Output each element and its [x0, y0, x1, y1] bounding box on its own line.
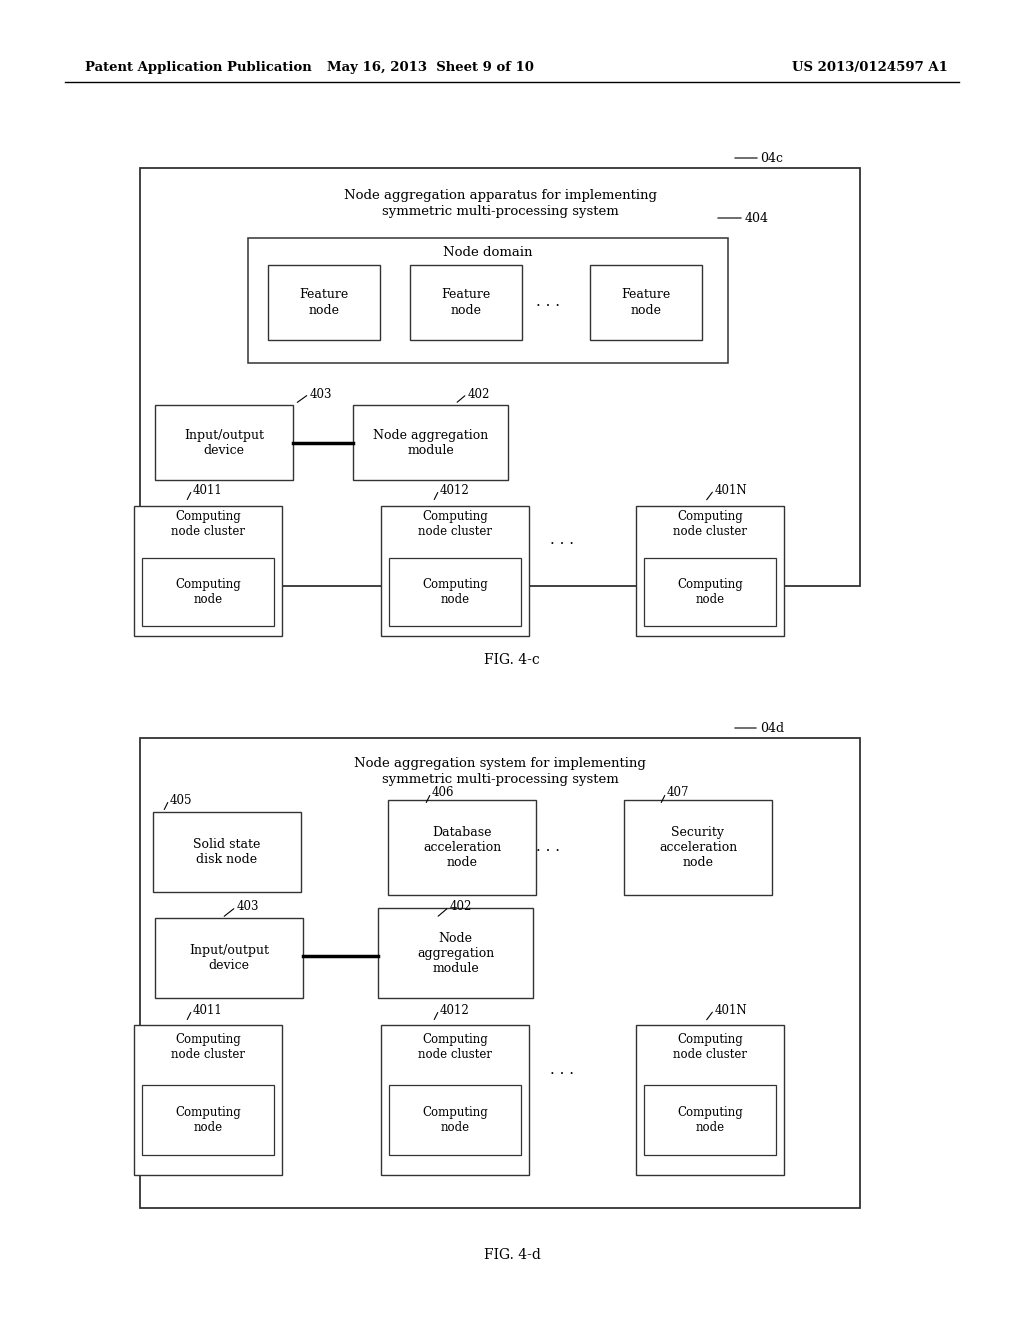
Text: Input/output
device: Input/output device: [184, 429, 264, 457]
Text: 4012: 4012: [440, 483, 470, 496]
Text: Input/output
device: Input/output device: [189, 944, 269, 972]
Text: 404: 404: [745, 211, 769, 224]
Bar: [142, 558, 274, 626]
Text: . . .: . . .: [536, 296, 560, 309]
Text: 402: 402: [468, 388, 490, 400]
Text: Node
aggregation
module: Node aggregation module: [417, 932, 495, 974]
Text: Feature
node: Feature node: [299, 289, 348, 317]
Bar: [142, 1085, 274, 1155]
Text: Computing
node: Computing node: [677, 578, 742, 606]
Text: 405: 405: [170, 793, 193, 807]
Text: 04d: 04d: [760, 722, 784, 734]
Text: 403: 403: [310, 388, 333, 400]
Bar: [153, 812, 301, 892]
Text: Computing
node: Computing node: [677, 1106, 742, 1134]
Text: 402: 402: [450, 900, 472, 913]
Text: Computing
node cluster: Computing node cluster: [418, 1034, 492, 1061]
Bar: [353, 405, 508, 480]
Bar: [388, 800, 536, 895]
Text: May 16, 2013  Sheet 9 of 10: May 16, 2013 Sheet 9 of 10: [327, 62, 534, 74]
Text: symmetric multi-processing system: symmetric multi-processing system: [382, 205, 618, 218]
Bar: [644, 558, 776, 626]
Text: . . .: . . .: [550, 1063, 574, 1077]
Bar: [636, 506, 784, 636]
Text: 401N: 401N: [715, 483, 748, 496]
Text: US 2013/0124597 A1: US 2013/0124597 A1: [792, 62, 948, 74]
Text: Computing
node cluster: Computing node cluster: [673, 510, 746, 539]
Text: 403: 403: [237, 900, 259, 913]
Bar: [268, 265, 380, 341]
Text: Computing
node cluster: Computing node cluster: [171, 1034, 245, 1061]
Bar: [140, 168, 860, 586]
Text: Feature
node: Feature node: [441, 289, 490, 317]
Bar: [140, 738, 860, 1208]
Text: Computing
node: Computing node: [175, 578, 241, 606]
Text: symmetric multi-processing system: symmetric multi-processing system: [382, 774, 618, 787]
Text: 04c: 04c: [760, 152, 783, 165]
Bar: [381, 1026, 529, 1175]
Text: Computing
node cluster: Computing node cluster: [418, 510, 492, 539]
Bar: [389, 558, 521, 626]
Text: 4011: 4011: [193, 483, 223, 496]
Bar: [134, 506, 282, 636]
Text: 4011: 4011: [193, 1003, 223, 1016]
Text: FIG. 4-c: FIG. 4-c: [484, 653, 540, 667]
Text: Solid state
disk node: Solid state disk node: [194, 838, 261, 866]
Bar: [155, 405, 293, 480]
Bar: [378, 908, 534, 998]
Text: Computing
node: Computing node: [422, 578, 487, 606]
Text: Computing
node cluster: Computing node cluster: [673, 1034, 746, 1061]
Text: 407: 407: [667, 787, 689, 800]
Bar: [155, 917, 303, 998]
Bar: [134, 1026, 282, 1175]
Bar: [248, 238, 728, 363]
Text: Node aggregation
module: Node aggregation module: [373, 429, 488, 457]
Text: Node domain: Node domain: [443, 246, 532, 259]
Text: . . .: . . .: [536, 840, 560, 854]
Bar: [636, 1026, 784, 1175]
Text: Database
acceleration
node: Database acceleration node: [423, 826, 501, 869]
Bar: [410, 265, 522, 341]
Text: Patent Application Publication: Patent Application Publication: [85, 62, 311, 74]
Bar: [590, 265, 702, 341]
Text: 401N: 401N: [715, 1003, 748, 1016]
Bar: [381, 506, 529, 636]
Text: Computing
node: Computing node: [175, 1106, 241, 1134]
Text: 406: 406: [432, 787, 455, 800]
Text: Computing
node: Computing node: [422, 1106, 487, 1134]
Text: FIG. 4-d: FIG. 4-d: [483, 1247, 541, 1262]
Text: 4012: 4012: [440, 1003, 470, 1016]
Bar: [644, 1085, 776, 1155]
Text: . . .: . . .: [550, 533, 574, 546]
Text: Feature
node: Feature node: [622, 289, 671, 317]
Text: Computing
node cluster: Computing node cluster: [171, 510, 245, 539]
Text: Security
acceleration
node: Security acceleration node: [658, 826, 737, 869]
Text: Node aggregation system for implementing: Node aggregation system for implementing: [354, 758, 646, 771]
Bar: [624, 800, 772, 895]
Bar: [389, 1085, 521, 1155]
Text: Node aggregation apparatus for implementing: Node aggregation apparatus for implement…: [343, 189, 656, 202]
